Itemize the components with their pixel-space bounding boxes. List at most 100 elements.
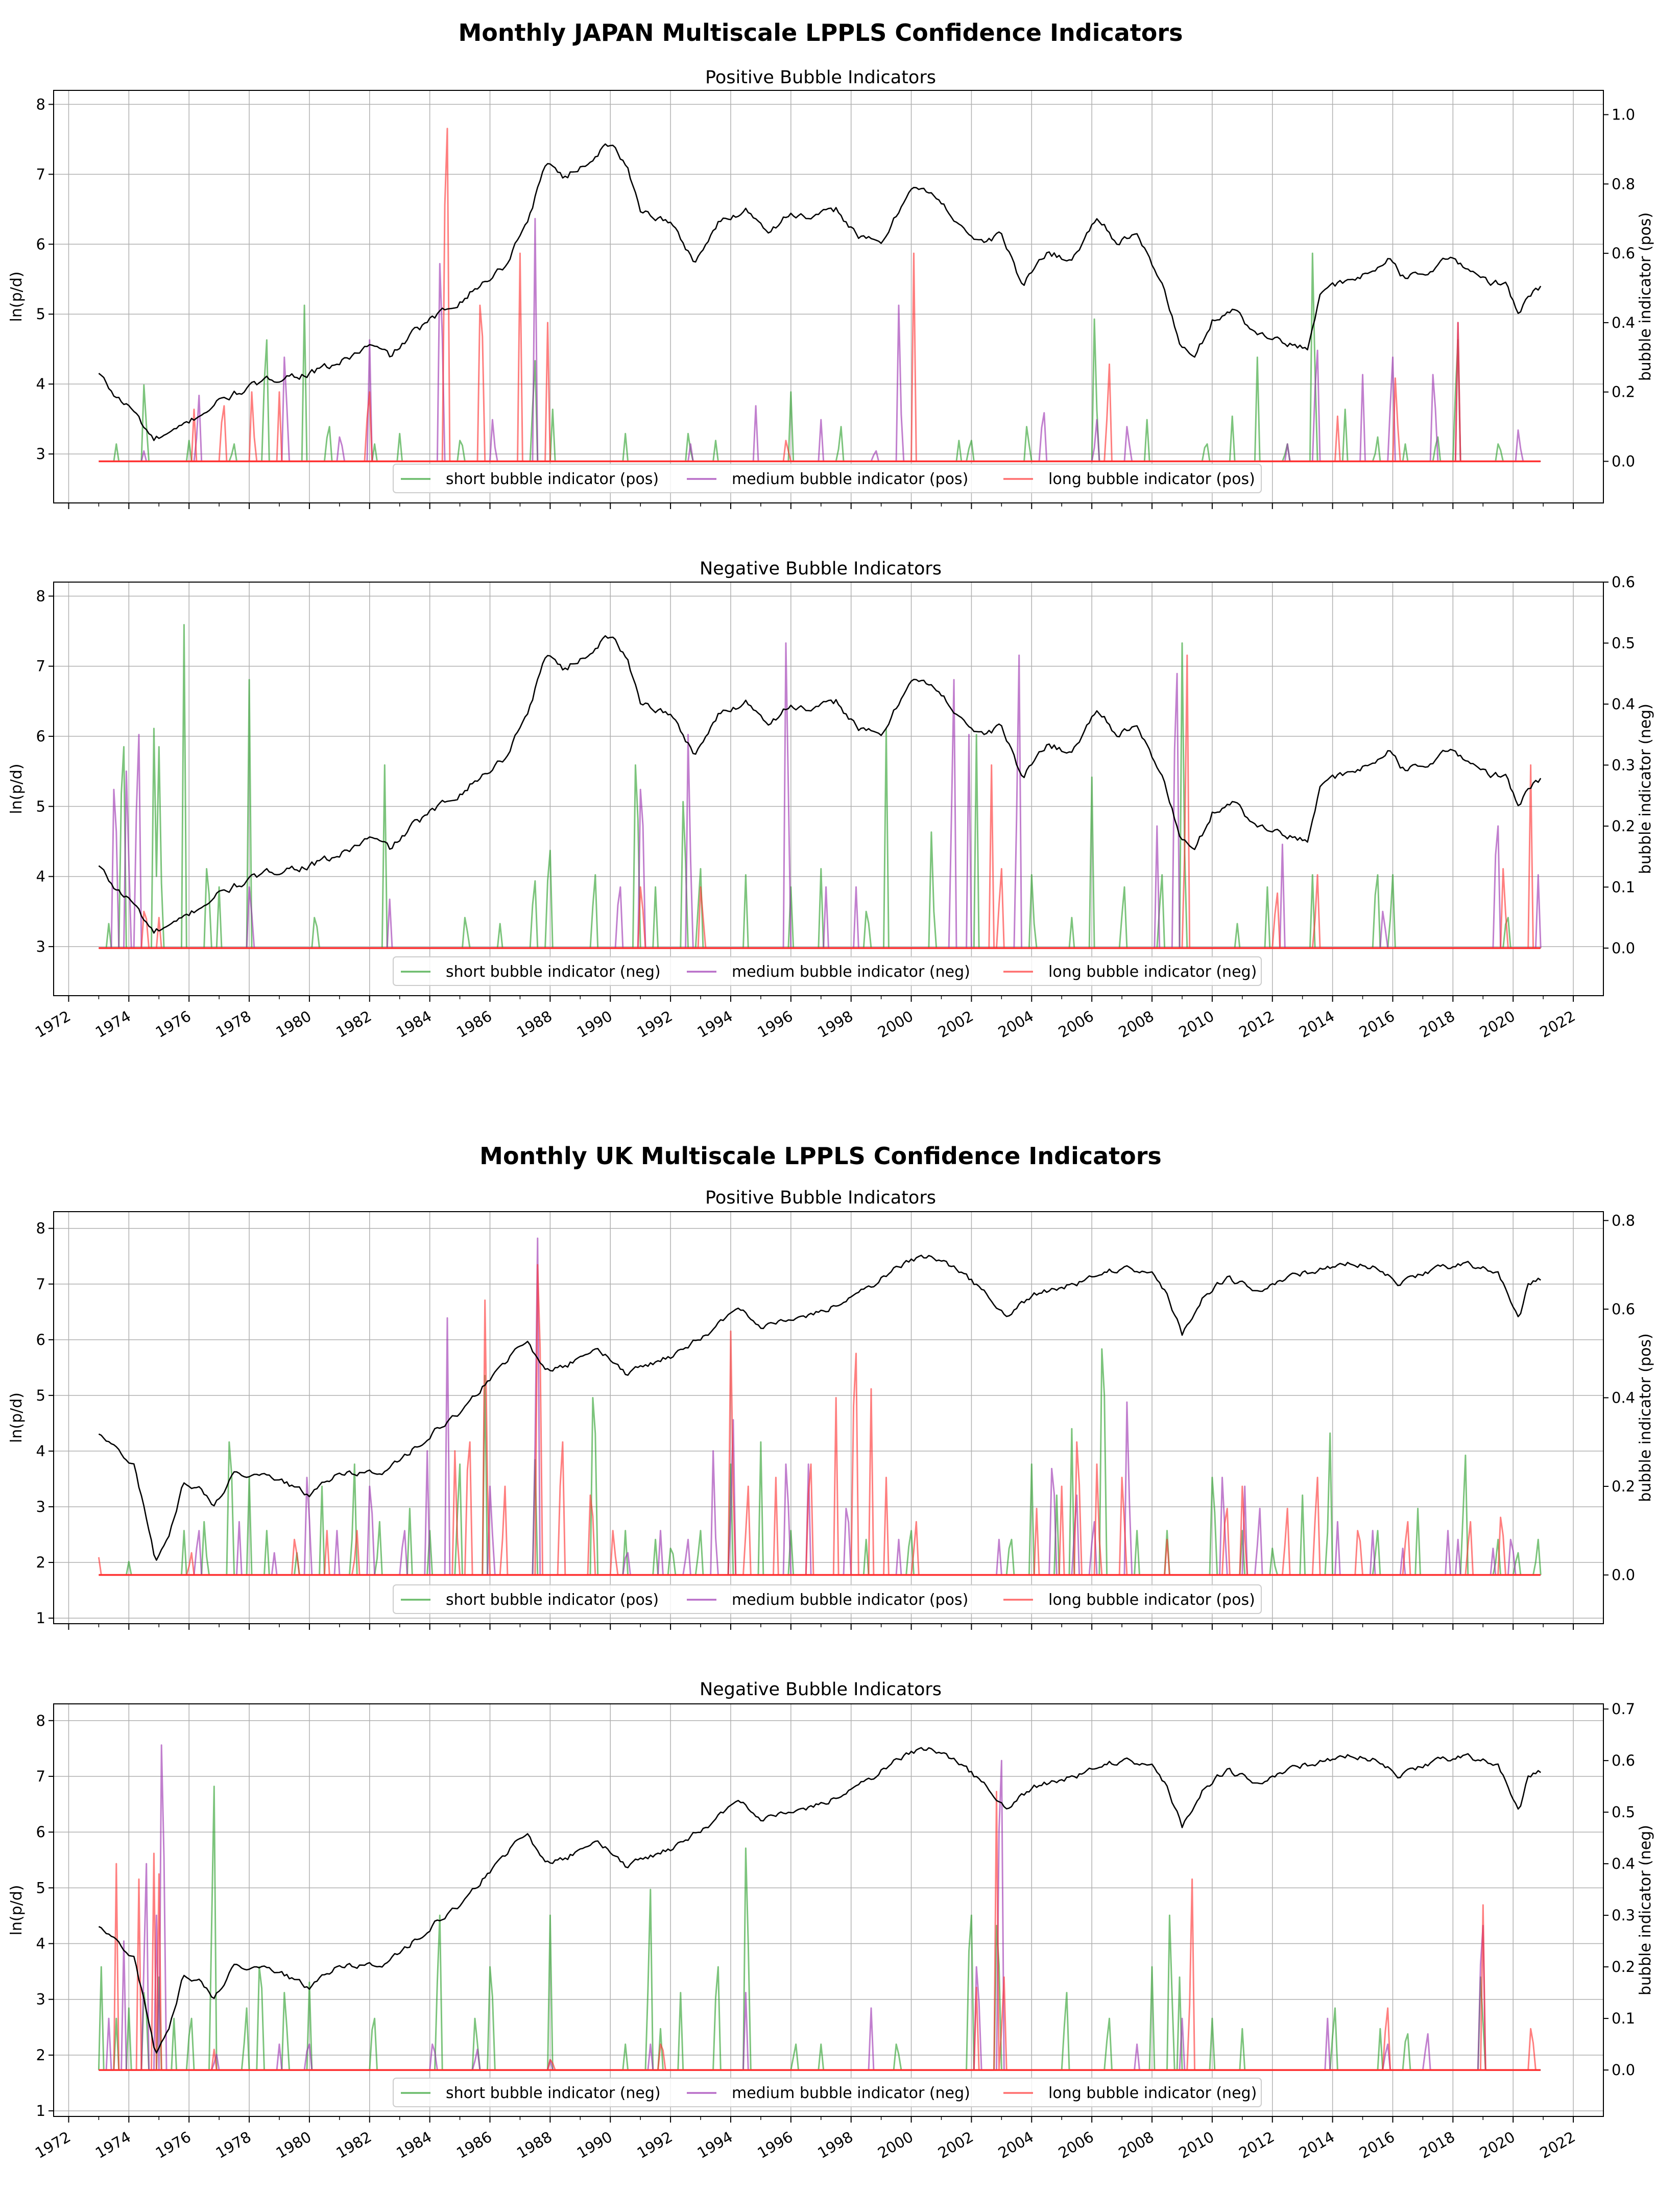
legend-label: medium bubble indicator (neg) [732,963,970,981]
legend-label: medium bubble indicator (pos) [732,470,968,488]
x-tick-label: 1990 [574,2128,615,2162]
x-tick-label: 1972 [32,2128,74,2162]
x-tick-label: 2010 [1175,2128,1217,2162]
y-tick-label-left: 1 [36,1609,45,1627]
x-tick-label: 1990 [574,1007,615,1041]
legend-label: short bubble indicator (pos) [446,1591,659,1609]
uk-figure-title: Monthly UK Multiscale LPPLS Confidence I… [479,1142,1162,1170]
y-tick-label-left: 1 [36,2102,45,2119]
japan-pos-axes-frame [53,90,1604,503]
japan-neg-ylabel-left: ln(p/d) [8,764,26,814]
x-tick-label: 2016 [1356,2128,1398,2162]
japan-neg-legend: short bubble indicator (neg) medium bubbl… [393,956,1262,986]
y-tick-label-right: 0.0 [1612,453,1635,470]
japan-neg-price-line [98,635,1542,934]
japan-pos-grid [54,90,1603,503]
x-tick-label: 2000 [875,1007,916,1041]
y-tick-label-left: 8 [36,1220,45,1237]
y-tick-label-left: 6 [36,235,45,253]
x-tick-label: 2018 [1417,1007,1458,1041]
japan-figure: Monthly JAPAN Multiscale LPPLS Confidenc… [8,19,1654,1041]
legend-label: long bubble indicator (neg) [1048,963,1257,981]
uk-neg-long-indicator-line [99,1791,1541,2071]
y-tick-label-right: 0.4 [1612,695,1635,713]
y-tick-label-left: 8 [36,1712,45,1729]
uk-neg-panel-title: Negative Bubble Indicators [700,1679,942,1700]
x-tick-label: 1986 [453,2128,495,2162]
y-tick-label-left: 6 [36,728,45,745]
x-tick-label: 1994 [694,1007,736,1041]
uk-pos-medium-indicator-line [99,1237,1541,1576]
y-tick-label-left: 4 [36,868,45,885]
legend-label: short bubble indicator (neg) [446,963,661,981]
y-tick-label-left: 3 [36,938,45,955]
y-tick-label-right: 0.0 [1612,940,1635,957]
y-tick-label-right: 0.5 [1612,1803,1635,1821]
x-tick-label: 2000 [875,2128,916,2162]
y-tick-label-left: 2 [36,2046,45,2064]
y-tick-label-right: 0.3 [1612,756,1635,774]
y-tick-label-right: 0.0 [1612,1567,1635,1584]
japan-pos-ylabel-right: bubble indicator (pos) [1637,212,1654,381]
y-tick-label-left: 7 [36,1275,45,1293]
y-tick-label-left: 5 [36,1387,45,1404]
uk-pos-axes-frame [53,1211,1604,1624]
japan-neg-panel-title: Negative Bubble Indicators [700,559,942,579]
y-tick-label-right: 0.4 [1612,1389,1635,1406]
y-tick-label-right: 0.6 [1612,573,1635,591]
legend-box [393,1584,1262,1614]
uk-neg-legend: short bubble indicator (neg) medium bubbl… [393,2078,1262,2107]
x-tick-label: 1998 [814,2128,856,2162]
y-tick-label-right: 0.1 [1612,878,1635,896]
x-tick-label: 2018 [1417,2128,1458,2162]
x-tick-label: 2016 [1356,1007,1398,1041]
x-tick-label: 2014 [1296,2128,1337,2162]
japan-pos-ylabel-left: ln(p/d) [8,272,26,322]
x-tick-label: 2012 [1236,1007,1277,1041]
y-tick-label-left: 7 [36,658,45,675]
y-tick-label-left: 4 [36,1935,45,1953]
japan-neg-short-indicator-line [99,624,1541,949]
uk-pos-legend: short bubble indicator (pos) medium bubbl… [393,1584,1262,1614]
y-tick-label-left: 6 [36,1331,45,1348]
x-tick-label: 1978 [213,1007,254,1041]
y-tick-label-right: 0.8 [1612,175,1635,192]
x-tick-label: 2008 [1116,2128,1157,2162]
x-tick-label: 1988 [514,2128,555,2162]
legend-label: medium bubble indicator (neg) [732,2084,970,2102]
y-tick-label-left: 4 [36,375,45,393]
x-tick-label: 2002 [935,2128,976,2162]
uk-neg-price-line [98,1747,1541,2054]
x-tick-label: 1974 [92,2128,134,2162]
x-tick-label: 1984 [393,2128,435,2162]
uk-pos-price-line [98,1255,1541,1561]
y-tick-label-left: 5 [36,1879,45,1896]
x-tick-label: 1984 [393,1007,435,1041]
legend-box [393,956,1262,986]
japan-neg-ylabel-right: bubble indicator (neg) [1637,704,1654,874]
legend-label: long bubble indicator (neg) [1048,2084,1257,2102]
x-tick-label: 1982 [333,1007,374,1041]
uk-pos-short-indicator-line [99,1348,1542,1576]
uk-neg-ylabel-left: ln(p/d) [8,1885,26,1936]
x-tick-label: 2002 [935,1007,976,1041]
y-tick-label-right: 0.6 [1612,245,1635,262]
y-tick-label-right: 0.6 [1612,1300,1635,1318]
x-tick-label: 1994 [694,2128,736,2162]
japan-pos-price-line [98,143,1542,441]
uk-figure: Monthly UK Multiscale LPPLS Confidence I… [8,1142,1654,2162]
y-tick-label-right: 0.3 [1612,1907,1635,1924]
x-tick-label: 1982 [333,2128,374,2162]
uk-neg-panel: 1 2 3 4 5 6 7 8 0.0 0.1 0.2 0.3 0.4 0.5 0.6 0.7 1972 1974… [8,1700,1654,2162]
x-tick-label: 2014 [1296,1007,1337,1041]
legend-box [393,464,1262,493]
legend-label: short bubble indicator (neg) [446,2084,661,2102]
japan-pos-panel: 3 4 5 6 7 8 0.0 0.2 0.4 0.6 0.8 1.0 ln(p/d) bubble in… [8,90,1654,509]
y-tick-label-right: 0.2 [1612,1478,1635,1495]
uk-neg-ylabel-right: bubble indicator (neg) [1637,1825,1654,1995]
japan-pos-legend: short bubble indicator (pos) medium bubbl… [393,464,1262,493]
y-tick-label-right: 0.4 [1612,1855,1635,1872]
x-tick-label: 1976 [153,1007,194,1041]
y-tick-label-left: 8 [36,587,45,605]
y-tick-label-left: 3 [36,1498,45,1515]
